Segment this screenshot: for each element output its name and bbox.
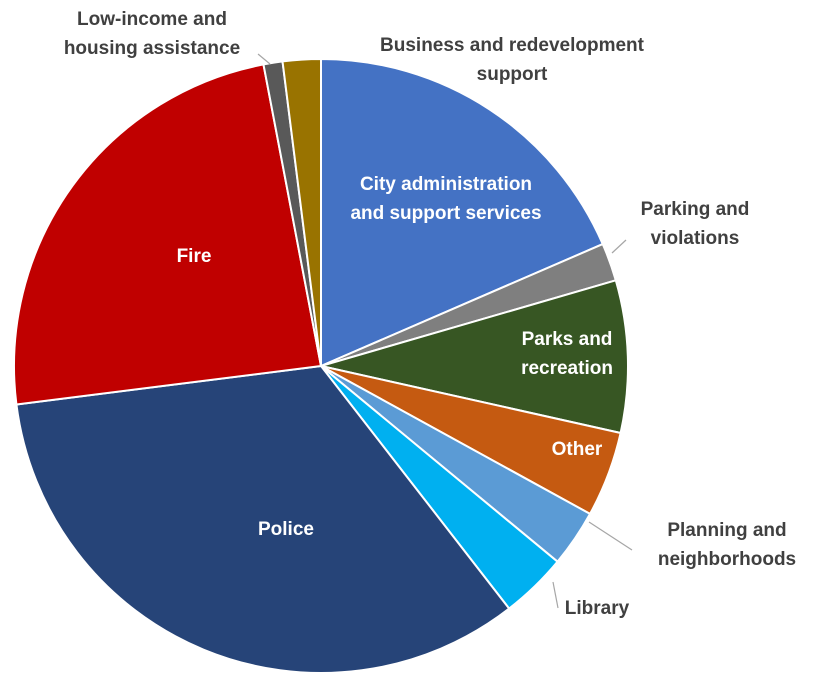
slice-label: Police	[258, 519, 314, 540]
leader-line	[257, 53, 271, 65]
slice-label: Business and redevelopment support	[380, 35, 645, 85]
leader-lines	[257, 53, 633, 609]
leader-line	[588, 521, 633, 551]
slice-label: Parks and recreation	[521, 329, 613, 379]
slice-label: Planning and neighborhoods	[658, 520, 796, 570]
slice-label: Library	[565, 598, 630, 619]
pie-slices	[13, 58, 629, 674]
slice-label: Parking and violations	[641, 199, 750, 249]
pie-slice-police	[15, 365, 511, 674]
leader-line	[611, 239, 627, 254]
slice-labels: City administration and support services P…	[64, 9, 796, 619]
pie-slice-fire	[13, 63, 322, 406]
slice-label: City administration and support services	[350, 174, 541, 224]
slice-label: Fire	[177, 246, 212, 267]
pie-slice-business-and-redevelopment-support	[281, 58, 322, 367]
slice-label: Low-income and housing assistance	[64, 9, 240, 59]
pie-slice-parks-and-recreation	[320, 279, 629, 434]
pie-slice-city-administration-and-support-services	[320, 58, 604, 367]
slice-label: Other	[552, 439, 603, 460]
leader-line	[552, 581, 559, 609]
